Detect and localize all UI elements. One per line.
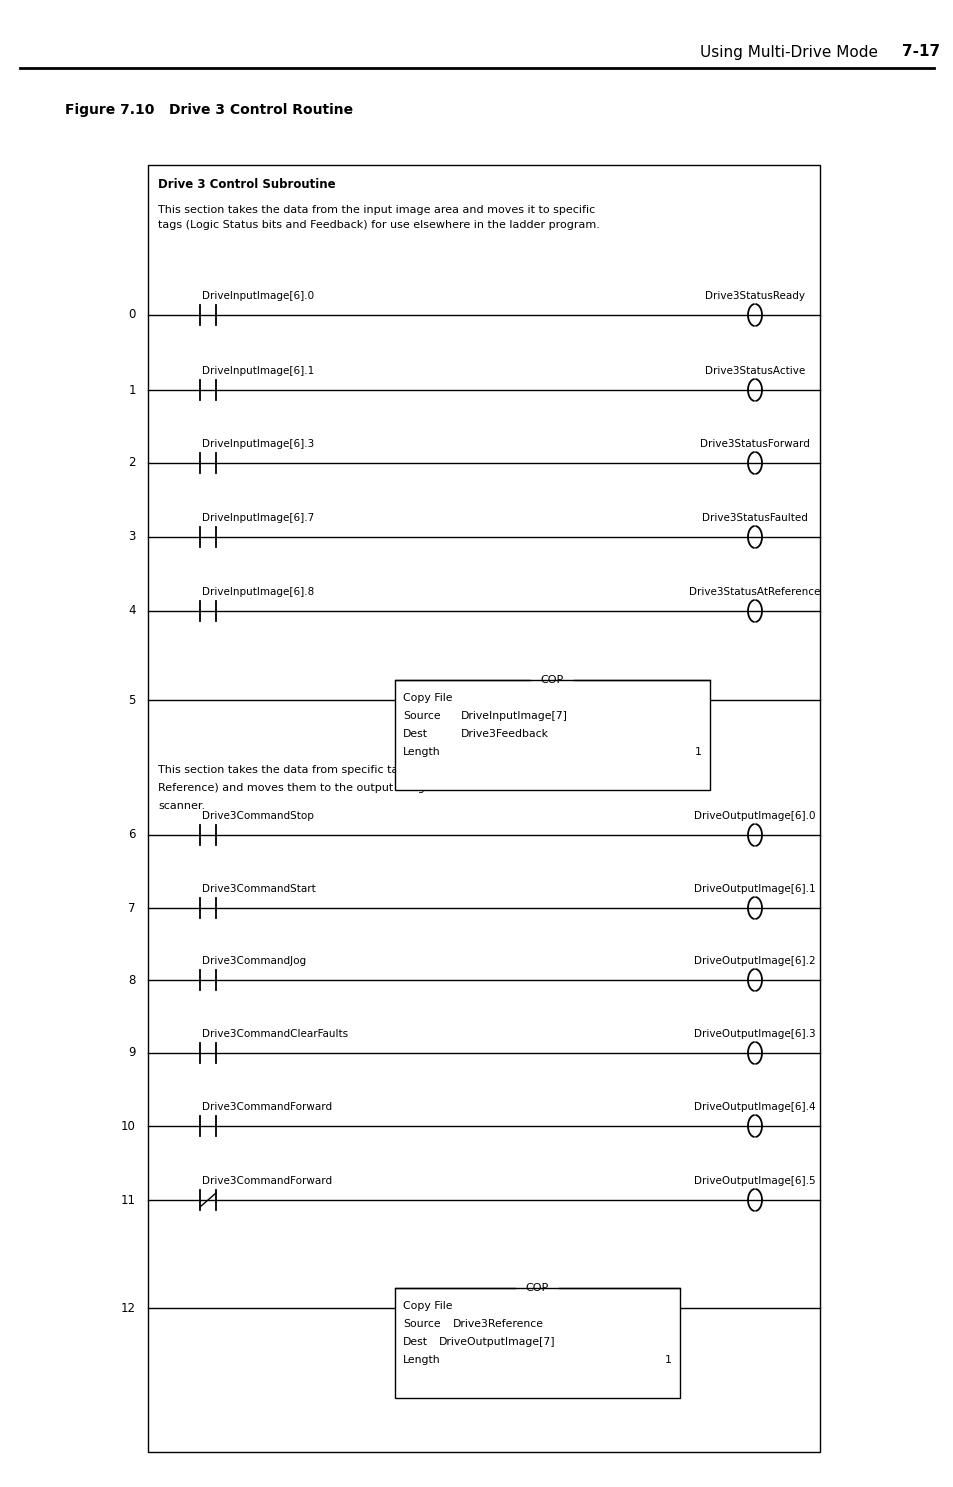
Text: 12: 12 xyxy=(121,1301,136,1315)
Bar xyxy=(395,1288,679,1398)
Text: 5: 5 xyxy=(129,693,136,706)
Text: Drive3CommandStart: Drive3CommandStart xyxy=(202,883,315,894)
Text: Figure 7.10   Drive 3 Control Routine: Figure 7.10 Drive 3 Control Routine xyxy=(65,103,353,117)
Text: Length: Length xyxy=(402,1355,440,1365)
Text: DriveOutputImage[7]: DriveOutputImage[7] xyxy=(438,1337,555,1347)
Text: 8: 8 xyxy=(129,974,136,986)
Text: Drive3CommandJog: Drive3CommandJog xyxy=(202,956,306,967)
Text: 4: 4 xyxy=(129,605,136,617)
Text: Source: Source xyxy=(402,711,440,721)
Text: Drive3Reference: Drive3Reference xyxy=(453,1319,543,1329)
Text: DriveOutputImage[6].2: DriveOutputImage[6].2 xyxy=(694,956,815,967)
Text: This section takes the data from the input image area and moves it to specific: This section takes the data from the inp… xyxy=(158,205,595,216)
Text: Drive3StatusFaulted: Drive3StatusFaulted xyxy=(701,513,807,523)
Text: 1: 1 xyxy=(129,384,136,397)
Text: 1: 1 xyxy=(664,1355,671,1365)
Text: Copy File: Copy File xyxy=(402,693,452,703)
Text: COP: COP xyxy=(540,675,563,686)
Text: 10: 10 xyxy=(121,1120,136,1133)
Text: Drive 3 Control Subroutine: Drive 3 Control Subroutine xyxy=(158,178,335,192)
Text: Drive3StatusAtReference: Drive3StatusAtReference xyxy=(689,587,820,596)
Text: DriveOutputImage[6].3: DriveOutputImage[6].3 xyxy=(694,1029,815,1039)
Text: 2: 2 xyxy=(129,457,136,470)
Text: COP: COP xyxy=(525,1283,549,1294)
Text: Drive3StatusForward: Drive3StatusForward xyxy=(700,439,809,449)
Text: Drive3CommandClearFaults: Drive3CommandClearFaults xyxy=(202,1029,348,1039)
Text: Dest: Dest xyxy=(402,1337,428,1347)
Text: Drive3CommandForward: Drive3CommandForward xyxy=(202,1176,332,1187)
Bar xyxy=(148,165,820,1451)
Text: 7: 7 xyxy=(129,901,136,915)
Text: DriveInputImage[6].0: DriveInputImage[6].0 xyxy=(202,291,314,300)
Text: DriveInputImage[6].7: DriveInputImage[6].7 xyxy=(202,513,314,523)
Text: DriveOutputImage[6].0: DriveOutputImage[6].0 xyxy=(694,810,815,821)
Text: Length: Length xyxy=(402,746,440,757)
Text: Drive3StatusActive: Drive3StatusActive xyxy=(704,366,804,376)
Text: DriveInputImage[6].1: DriveInputImage[6].1 xyxy=(202,366,314,376)
Text: 0: 0 xyxy=(129,308,136,321)
Text: DriveOutputImage[6].4: DriveOutputImage[6].4 xyxy=(694,1102,815,1112)
Text: Using Multi-Drive Mode: Using Multi-Drive Mode xyxy=(700,45,877,59)
Text: 6: 6 xyxy=(129,828,136,842)
Text: Drive3StatusReady: Drive3StatusReady xyxy=(704,291,804,300)
Text: DriveInputImage[6].8: DriveInputImage[6].8 xyxy=(202,587,314,596)
Text: DriveInputImage[6].3: DriveInputImage[6].3 xyxy=(202,439,314,449)
Text: scanner.: scanner. xyxy=(158,801,205,810)
Text: 7-17: 7-17 xyxy=(901,45,939,59)
Text: DriveInputImage[7]: DriveInputImage[7] xyxy=(460,711,567,721)
Text: Dest: Dest xyxy=(402,729,428,739)
Text: 3: 3 xyxy=(129,531,136,544)
Text: Source: Source xyxy=(402,1319,440,1329)
Text: DriveOutputImage[6].5: DriveOutputImage[6].5 xyxy=(694,1176,815,1187)
Text: Copy File: Copy File xyxy=(402,1301,452,1312)
Text: Drive3Feedback: Drive3Feedback xyxy=(460,729,548,739)
Text: 11: 11 xyxy=(121,1194,136,1206)
Text: 1: 1 xyxy=(695,746,701,757)
Bar xyxy=(395,680,709,790)
Text: 9: 9 xyxy=(129,1047,136,1060)
Text: DriveOutputImage[6].1: DriveOutputImage[6].1 xyxy=(694,883,815,894)
Text: Reference) and moves them to the output image area for transmission to the: Reference) and moves them to the output … xyxy=(158,784,590,793)
Text: Drive3CommandStop: Drive3CommandStop xyxy=(202,810,314,821)
Text: Drive3CommandForward: Drive3CommandForward xyxy=(202,1102,332,1112)
Text: This section takes the data from specific tags (Logic Command bits and: This section takes the data from specifi… xyxy=(158,764,557,775)
Text: tags (Logic Status bits and Feedback) for use elsewhere in the ladder program.: tags (Logic Status bits and Feedback) fo… xyxy=(158,220,599,230)
